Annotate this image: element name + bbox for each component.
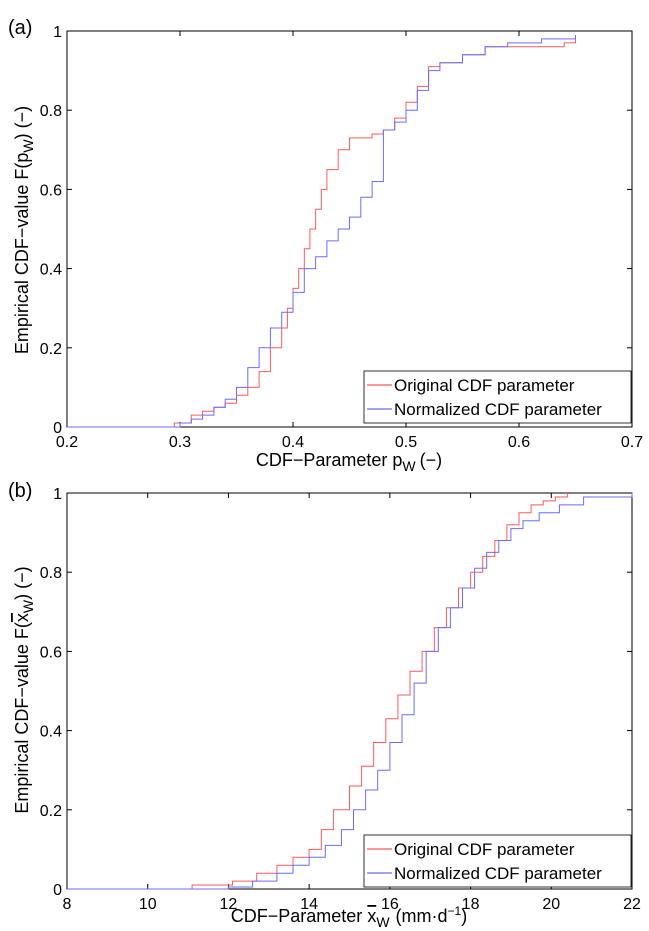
panel-label: (a) xyxy=(8,17,32,39)
series-normalized-cdf-line xyxy=(67,493,633,890)
legend-label-original: Original CDF parameter xyxy=(394,840,575,859)
x-tick-label: 20 xyxy=(542,896,560,913)
y-tick-label: 0.6 xyxy=(40,644,62,661)
x-tick-label: 0.3 xyxy=(169,434,191,451)
y-tick-label: 0.2 xyxy=(40,341,62,358)
plot-frame xyxy=(66,492,633,890)
y-tick-label: 0.4 xyxy=(40,262,62,279)
panel-a: (a) 0.2 0.3 0.4 0.5 0.6 0.700.20.40.60.81 Ori… xyxy=(8,17,643,474)
panel-b: (b) 8 10 12 14 16 18 20 22 0 0.2 0.4 0.6 0.8 1 Origin… xyxy=(8,480,641,930)
x-tick-label: 0.2 xyxy=(56,434,78,451)
x-tick-label: 22 xyxy=(623,896,641,913)
panel-label: (b) xyxy=(8,480,32,502)
axis-ticks: 0.2 0.3 0.4 0.5 0.6 0.700.20.40.60.81 xyxy=(40,24,643,451)
legend-label-original: Original CDF parameter xyxy=(394,376,575,395)
series-group xyxy=(67,35,576,428)
x-tick-label: 0.4 xyxy=(282,434,304,451)
x-tick-label: 12 xyxy=(220,896,238,913)
y-tick-label: 0.2 xyxy=(40,803,62,820)
y-tick-label: 0.4 xyxy=(40,724,62,741)
legend: Original CDF parameter Normalized CDF pa… xyxy=(363,370,632,424)
y-tick-label: 0 xyxy=(53,420,62,437)
series-group xyxy=(67,493,633,890)
y-tick-label: 0.8 xyxy=(40,103,62,120)
y-tick-label: 0.8 xyxy=(40,565,62,582)
legend-label-normalized: Normalized CDF parameter xyxy=(394,864,602,883)
y-axis-label: Empirical CDF−value F(xW) (−) xyxy=(12,566,36,813)
x-tick-label: 10 xyxy=(139,896,157,913)
y-tick-label: 1 xyxy=(53,24,62,41)
x-tick-label: 8 xyxy=(63,896,72,913)
legend-box xyxy=(363,370,632,424)
x-tick-label: 16 xyxy=(381,896,399,913)
x-tick-label: 0.6 xyxy=(508,434,530,451)
axis-ticks: 8 10 12 14 16 18 20 22 0 0.2 0.4 0.6 0.8 1 xyxy=(40,486,641,913)
y-axis-label: Empirical CDF−value F(pW) (−) xyxy=(12,106,36,354)
x-tick-label: 14 xyxy=(300,896,318,913)
y-tick-label: 0 xyxy=(53,882,62,899)
legend-box xyxy=(363,834,632,888)
x-axis-label: CDF−Parameter pW (−) xyxy=(256,450,442,474)
series-normalized-cdf-line xyxy=(67,35,576,428)
y-tick-label: 0.6 xyxy=(40,182,62,199)
x-tick-label: 0.7 xyxy=(621,434,643,451)
x-tick-label: 18 xyxy=(462,896,480,913)
legend-label-normalized: Normalized CDF parameter xyxy=(394,400,602,419)
x-axis-label: CDF−Parameter xW (mm·d−1) xyxy=(231,904,467,930)
legend: Original CDF parameter Normalized CDF pa… xyxy=(363,834,632,888)
y-tick-label: 1 xyxy=(53,486,62,503)
x-tick-label: 0.5 xyxy=(395,434,417,451)
